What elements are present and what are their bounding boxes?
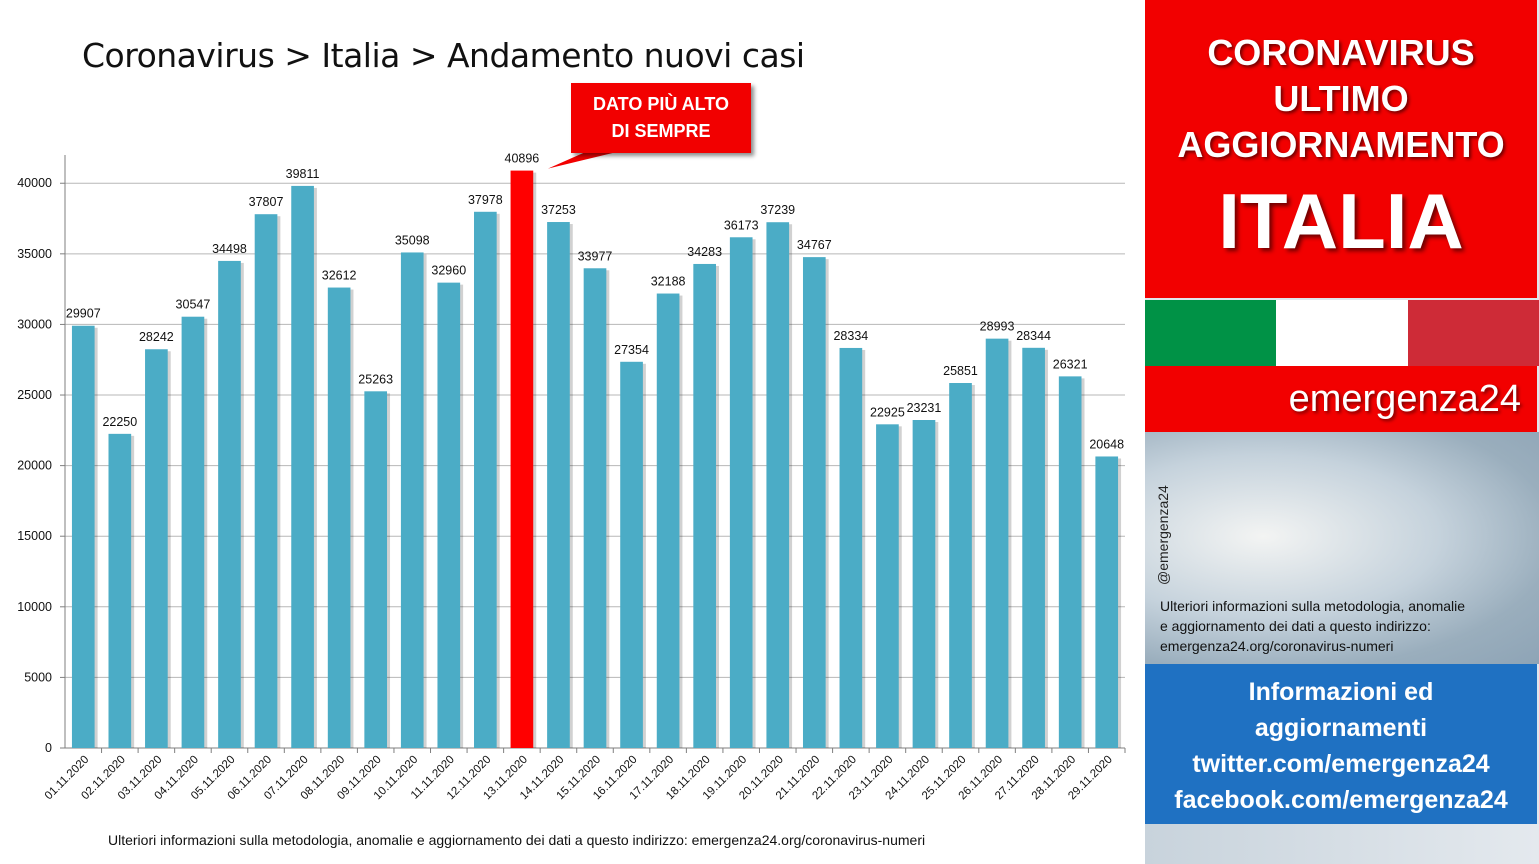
bar-value-label: 25851 — [943, 364, 978, 378]
y-tick-label: 40000 — [17, 176, 52, 190]
bar — [327, 287, 351, 748]
bar — [400, 252, 424, 749]
bar-value-label: 39811 — [286, 167, 320, 181]
bar-value-label: 37239 — [760, 203, 795, 217]
brand-name: emergenza24 — [1288, 378, 1521, 420]
country-name: ITALIA — [1218, 177, 1464, 265]
bar-chart: 0 5000 10000 15000 20000 25000 30000 35000 40000… — [17, 150, 1126, 802]
record-callout: DATO PIÙ ALTO DI SEMPRE — [571, 83, 751, 153]
bar — [181, 316, 205, 748]
bar — [729, 237, 753, 748]
side-note-line-2: e aggiornamento dei dati a questo indiri… — [1160, 618, 1431, 634]
y-tick-label: 0 — [45, 741, 52, 755]
social-handle: @emergenza24 — [1155, 485, 1171, 585]
info-box: Informazioni ed aggiornamenti twitter.co… — [1145, 664, 1537, 824]
bar-value-label: 23231 — [907, 401, 942, 415]
y-tick-label: 25000 — [17, 388, 52, 402]
bar — [547, 222, 570, 748]
bar-value-label: 34283 — [687, 245, 722, 259]
bar — [1095, 456, 1119, 748]
bar-value-label: 28334 — [833, 329, 868, 343]
bar — [108, 433, 132, 748]
bar-value-label: 32960 — [431, 264, 466, 278]
bar — [802, 257, 826, 748]
info-line-1: Informazioni ed — [1248, 678, 1434, 706]
bar — [583, 268, 607, 748]
bar — [985, 338, 1009, 748]
bar-value-label: 37978 — [468, 193, 503, 207]
bar — [876, 424, 899, 748]
bar-value-label: 25263 — [358, 372, 393, 386]
bar-value-label: 28242 — [139, 330, 174, 344]
side-note-line-3: emergenza24.org/coronavirus-numeri — [1160, 638, 1394, 654]
bar-value-label: 34498 — [212, 242, 247, 256]
bar-value-label: 33977 — [578, 249, 613, 263]
bar-value-label: 20648 — [1089, 437, 1124, 451]
bar-value-label: 34767 — [797, 238, 832, 252]
flag-red-stripe — [1407, 300, 1539, 366]
twitter-link[interactable]: twitter.com/emergenza24 — [1192, 750, 1490, 778]
bar-value-label: 30547 — [176, 298, 211, 312]
facebook-link[interactable]: facebook.com/emergenza24 — [1174, 786, 1508, 814]
chart-title: Coronavirus > Italia > Andamento nuovi c… — [82, 36, 805, 75]
brand-bar: emergenza24 — [1145, 366, 1537, 432]
bar-value-label: 28993 — [980, 320, 1015, 334]
y-tick-label: 5000 — [24, 670, 52, 684]
bar — [912, 420, 936, 748]
bar-value-label: 32612 — [322, 269, 357, 283]
bar — [949, 383, 972, 748]
bar — [766, 222, 790, 749]
italian-flag — [1145, 300, 1539, 366]
y-tick-label: 10000 — [17, 600, 52, 614]
bar — [510, 170, 534, 749]
y-tick-label: 20000 — [17, 459, 52, 473]
bar — [1058, 376, 1082, 748]
bar — [693, 263, 716, 748]
side-panel: CORONAVIRUS ULTIMO AGGIORNAMENTO ITALIA … — [1145, 0, 1539, 864]
bar-value-label: 28344 — [1016, 329, 1051, 343]
y-tick-label: 15000 — [17, 529, 52, 543]
callout-pointer — [547, 150, 625, 169]
bar — [218, 260, 241, 748]
side-note: Ulteriori informazioni sulla metodologia… — [1160, 596, 1530, 656]
bar — [364, 391, 388, 748]
bar — [474, 211, 497, 748]
info-line-2: aggiornamenti — [1254, 714, 1428, 742]
callout-line-2: DI SEMPRE — [611, 121, 711, 141]
bar — [291, 185, 314, 748]
background-photo-bottom — [1145, 824, 1539, 864]
bar-value-label: 37253 — [541, 203, 576, 217]
bar — [656, 293, 680, 748]
flag-green-stripe — [1145, 300, 1277, 366]
y-tick-label: 30000 — [17, 317, 52, 331]
header-line-3: AGGIORNAMENTO — [1177, 124, 1505, 165]
bar-value-label: 22925 — [870, 405, 905, 419]
bar — [839, 347, 863, 748]
bar-value-label: 37807 — [249, 195, 284, 209]
background-photo — [1145, 432, 1539, 664]
callout-line-1: DATO PIÙ ALTO — [592, 94, 729, 114]
bar-value-label: 22250 — [102, 415, 137, 429]
bar-value-label: 29907 — [66, 307, 101, 321]
bar — [620, 361, 643, 748]
bar-value-label: 27354 — [614, 343, 649, 357]
bar-value-label: 32188 — [651, 275, 686, 289]
chart-footnote: Ulteriori informazioni sulla metodologia… — [108, 832, 926, 848]
bar — [437, 282, 461, 748]
flag-white-stripe — [1276, 300, 1408, 366]
bar-value-label: 36173 — [724, 218, 759, 232]
header-banner: CORONAVIRUS ULTIMO AGGIORNAMENTO ITALIA — [1145, 0, 1537, 298]
bar-value-label: 40896 — [505, 152, 540, 166]
bar — [254, 214, 278, 748]
y-tick-label: 35000 — [17, 247, 52, 261]
bar — [145, 349, 168, 748]
bar-value-label: 35098 — [395, 233, 430, 247]
bar-value-label: 26321 — [1053, 357, 1088, 371]
header-line-2: ULTIMO — [1273, 78, 1409, 119]
chart-area: Coronavirus > Italia > Andamento nuovi c… — [17, 36, 1126, 848]
side-note-line-1: Ulteriori informazioni sulla metodologia… — [1160, 598, 1466, 614]
header-line-1: CORONAVIRUS — [1207, 32, 1475, 73]
bar — [1022, 347, 1045, 748]
bar — [71, 325, 95, 748]
